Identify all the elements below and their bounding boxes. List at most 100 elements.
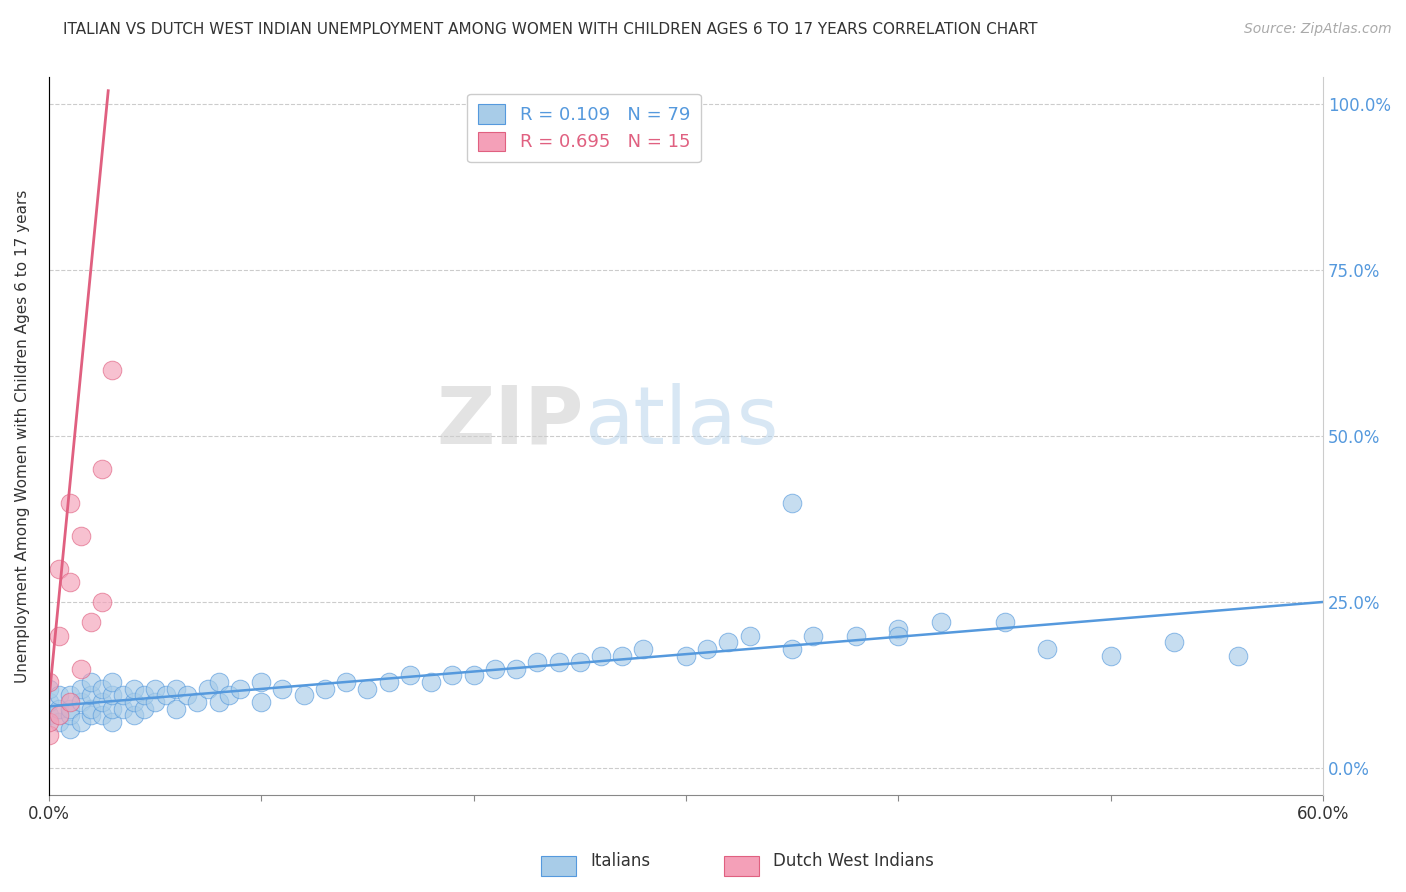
Point (38, 695, 60, 709)
Point (59, 575, 82, 590)
Point (612, 648, 634, 663)
Point (675, 648, 697, 663)
Point (143, 681, 166, 696)
Text: atlas: atlas (583, 383, 779, 461)
Point (112, 701, 135, 715)
Point (208, 675, 231, 690)
Point (122, 708, 145, 723)
Point (38, 728, 60, 742)
Text: Italians: Italians (591, 852, 651, 870)
Point (484, 662, 506, 676)
Point (314, 681, 336, 696)
Point (696, 641, 718, 656)
Point (69, 529, 91, 543)
Point (69, 714, 91, 729)
Point (218, 689, 240, 703)
Point (90, 462, 112, 476)
Point (229, 681, 252, 696)
Text: ZIP: ZIP (437, 383, 583, 461)
Point (80, 675, 103, 690)
Point (250, 675, 273, 690)
Point (101, 714, 124, 729)
Point (48, 562, 70, 576)
Point (101, 675, 124, 690)
Text: Dutch West Indians: Dutch West Indians (773, 852, 934, 870)
Point (377, 675, 399, 690)
Point (90, 595, 112, 609)
Point (69, 695, 91, 709)
Point (1227, 648, 1250, 663)
Point (633, 641, 655, 656)
Point (441, 668, 464, 682)
Point (38, 708, 60, 723)
Point (1099, 648, 1122, 663)
Point (887, 622, 910, 636)
Point (292, 689, 315, 703)
Point (738, 629, 761, 643)
Point (186, 695, 208, 709)
Point (59, 708, 82, 723)
Point (48, 629, 70, 643)
Point (69, 662, 91, 676)
Point (134, 689, 156, 703)
Point (398, 668, 420, 682)
Point (505, 662, 527, 676)
Point (80, 701, 103, 715)
Point (887, 629, 910, 643)
Point (526, 655, 548, 669)
Point (356, 681, 378, 696)
Point (59, 722, 82, 736)
Point (38, 681, 60, 696)
Point (1036, 641, 1059, 656)
Point (271, 681, 294, 696)
Y-axis label: Unemployment Among Women with Children Ages 6 to 17 years: Unemployment Among Women with Children A… (15, 190, 30, 683)
Point (717, 635, 740, 649)
Point (568, 655, 591, 669)
Point (80, 708, 103, 723)
Text: Source: ZipAtlas.com: Source: ZipAtlas.com (1244, 22, 1392, 37)
Point (547, 655, 569, 669)
Point (420, 675, 443, 690)
Point (101, 363, 124, 377)
Point (463, 668, 485, 682)
Point (197, 681, 219, 696)
Point (48, 714, 70, 729)
Point (780, 641, 803, 656)
Point (176, 689, 198, 703)
Point (780, 496, 803, 510)
Point (155, 689, 177, 703)
Point (929, 615, 952, 630)
Point (48, 708, 70, 723)
Point (208, 695, 231, 709)
Point (122, 695, 145, 709)
Point (38, 714, 60, 729)
Point (143, 695, 166, 709)
Point (165, 681, 187, 696)
Point (48, 701, 70, 715)
Point (335, 675, 357, 690)
Point (48, 689, 70, 703)
Point (112, 689, 135, 703)
Point (80, 615, 103, 630)
Point (165, 701, 187, 715)
Legend: R = 0.109   N = 79, R = 0.695   N = 15: R = 0.109 N = 79, R = 0.695 N = 15 (467, 94, 700, 162)
Point (589, 648, 612, 663)
Point (90, 708, 112, 723)
Point (122, 681, 145, 696)
Point (69, 681, 91, 696)
Point (803, 629, 825, 643)
Point (59, 695, 82, 709)
Point (993, 615, 1015, 630)
Point (59, 701, 82, 715)
Point (134, 701, 156, 715)
Point (250, 695, 273, 709)
Point (1163, 635, 1185, 649)
Point (101, 689, 124, 703)
Point (80, 689, 103, 703)
Point (90, 681, 112, 696)
Point (101, 701, 124, 715)
Point (845, 629, 868, 643)
Text: ITALIAN VS DUTCH WEST INDIAN UNEMPLOYMENT AMONG WOMEN WITH CHILDREN AGES 6 TO 17: ITALIAN VS DUTCH WEST INDIAN UNEMPLOYMEN… (63, 22, 1038, 37)
Point (90, 695, 112, 709)
Point (59, 496, 82, 510)
